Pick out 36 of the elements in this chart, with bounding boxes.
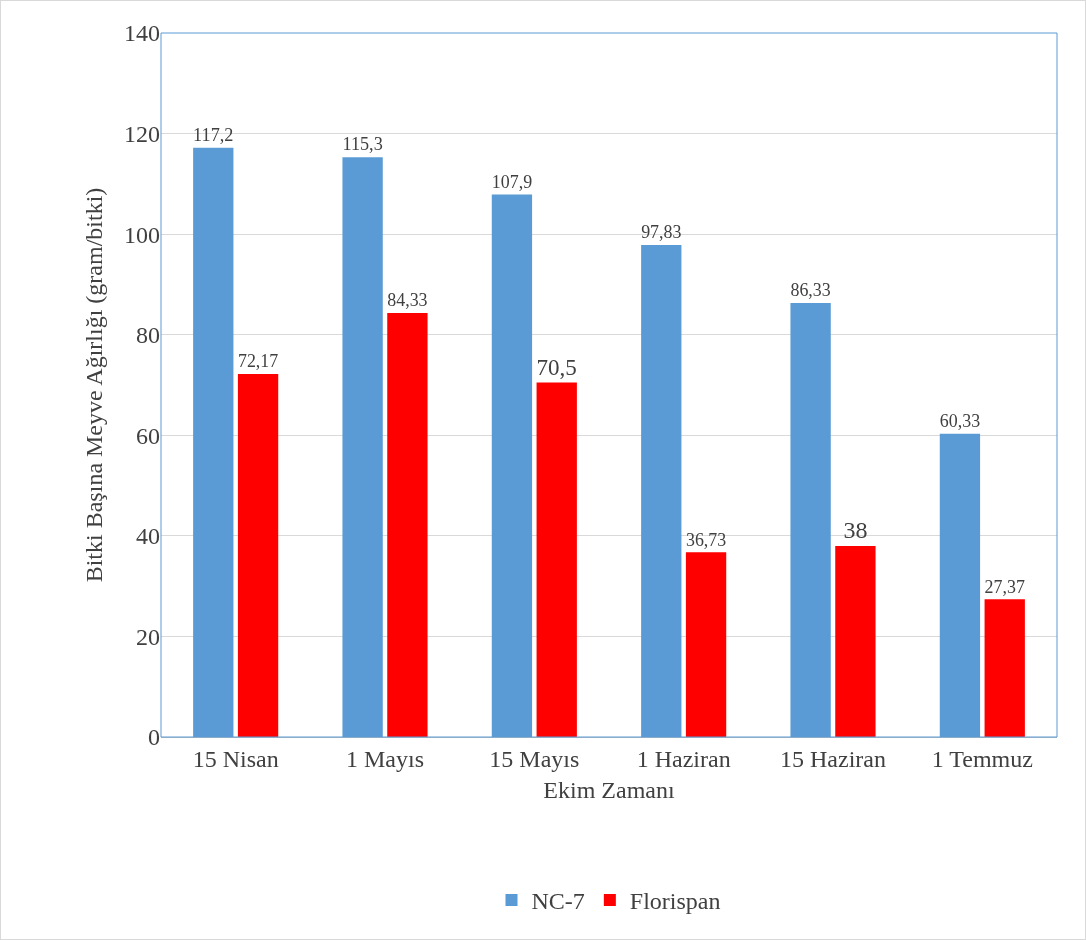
bar xyxy=(536,382,577,737)
x-tick-label: 1 Mayıs xyxy=(346,745,424,772)
y-tick-label: 140 xyxy=(124,20,160,47)
data-label: 97,83 xyxy=(641,222,682,243)
bar xyxy=(984,599,1025,737)
data-label: 38 xyxy=(843,516,868,543)
x-tick-label: 15 Mayıs xyxy=(489,745,580,772)
x-tick-label: 1 Temmuz xyxy=(931,745,1033,772)
y-tick-label: 60 xyxy=(136,422,160,449)
x-tick-label: 15 Nisan xyxy=(192,745,279,772)
bar xyxy=(387,312,428,737)
x-tick-label: 15 Haziran xyxy=(780,745,886,772)
data-label: 86,33 xyxy=(790,280,831,301)
data-label: 36,73 xyxy=(685,529,727,550)
legend-label: Florispan xyxy=(629,888,721,915)
y-tick-label: 100 xyxy=(124,221,160,248)
data-label: 72,17 xyxy=(237,351,279,372)
y-axis-title: Bitki Başına Meyve Ağırlığı (gram/bitki) xyxy=(81,187,108,583)
y-tick-label: 80 xyxy=(136,322,160,349)
data-label: 60,33 xyxy=(939,410,981,431)
data-label: 115,3 xyxy=(342,134,383,155)
y-tick-label: 20 xyxy=(136,623,160,650)
bar xyxy=(685,552,727,737)
x-tick-label: 1 Haziran xyxy=(636,745,731,772)
data-label: 27,37 xyxy=(984,576,1025,597)
bar xyxy=(835,545,876,737)
legend-label: NC-7 xyxy=(531,888,585,915)
y-tick-label: 120 xyxy=(124,120,160,147)
x-axis-title: Ekim Zamanı xyxy=(543,777,675,804)
y-tick-label: 0 xyxy=(148,724,160,751)
y-tick-label: 40 xyxy=(136,523,160,550)
data-label: 107,9 xyxy=(491,171,533,192)
data-label: 70,5 xyxy=(536,353,577,380)
data-label: 84,33 xyxy=(387,290,428,311)
data-label: 117,2 xyxy=(193,124,234,145)
bar xyxy=(237,374,279,737)
